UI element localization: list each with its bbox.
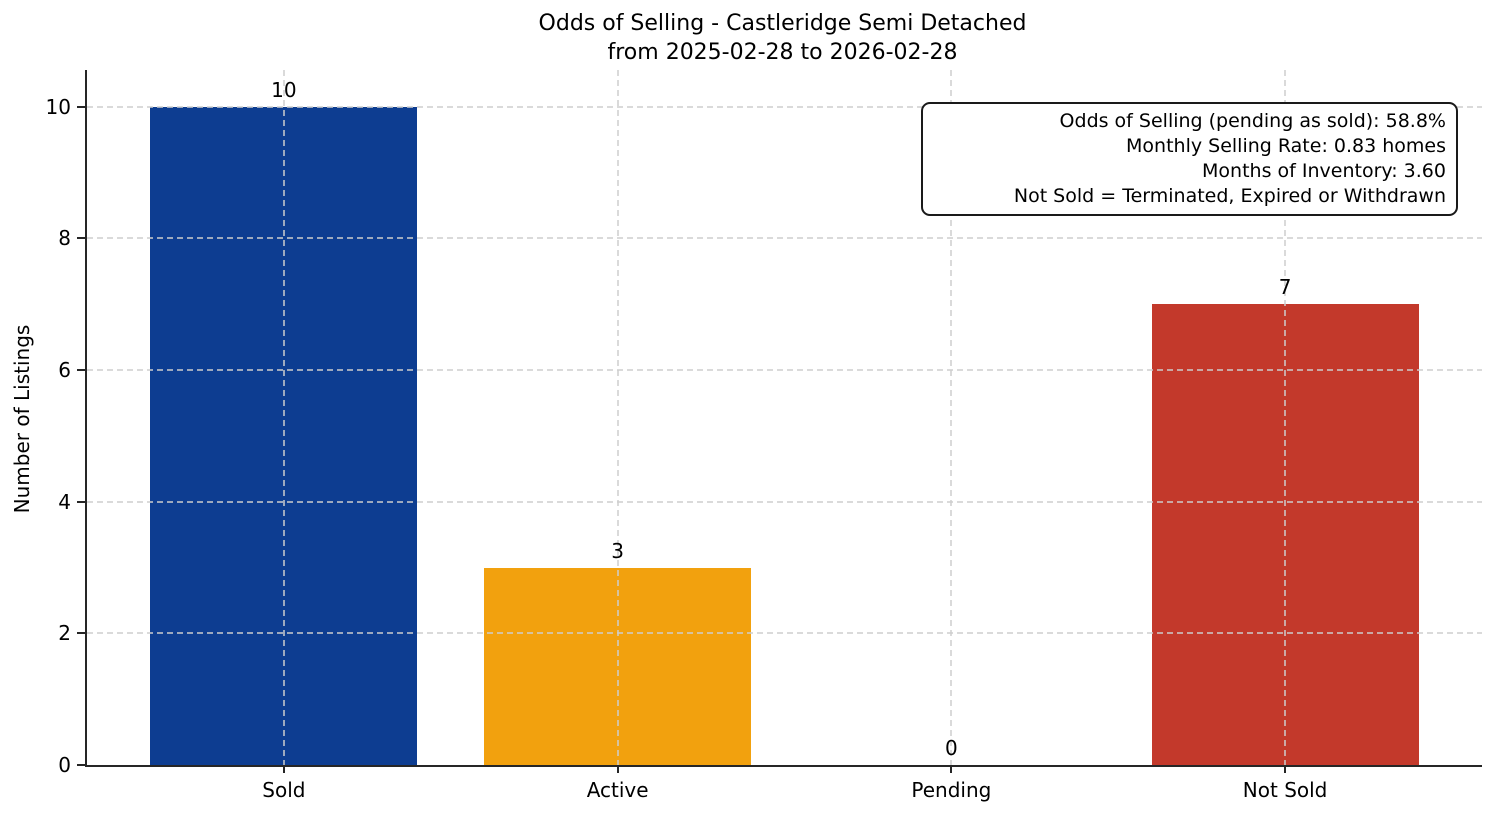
y-tick-label-6: 6 [58, 358, 71, 383]
stats-annotation-box: Odds of Selling (pending as sold): 58.8%… [921, 102, 1458, 216]
y-tick-label-2: 2 [58, 621, 71, 646]
y-tick-mark-4 [77, 500, 85, 503]
y-tick-mark-10 [77, 105, 85, 108]
annotation-monthly-selling-rate: Monthly Selling Rate: 0.83 homes [1126, 135, 1446, 157]
h-gridline-8 [87, 237, 1482, 240]
v-gridline-active [616, 70, 619, 765]
y-tick-label-8: 8 [58, 226, 71, 251]
chart-title-line-1: Odds of Selling - Castleridge Semi Detac… [538, 11, 1027, 36]
bar-value-label-not-sold: 7 [1278, 275, 1292, 300]
v-gridline-pending [950, 70, 953, 765]
annotation-not-sold-definition: Not Sold = Terminated, Expired or Withdr… [1013, 185, 1446, 207]
bar-value-label-pending: 0 [944, 736, 958, 760]
h-gridline-4 [87, 500, 1482, 503]
x-tick-label-sold: Sold [262, 778, 306, 802]
annotation-months-of-inventory: Months of Inventory: 3.60 [1202, 160, 1446, 182]
v-gridline-sold [282, 70, 285, 765]
x-tick-label-pending: Pending [911, 778, 992, 802]
x-tick-label-not-sold: Not Sold [1242, 778, 1328, 802]
y-tick-label-10: 10 [45, 94, 71, 119]
x-tick-label-active: Active [586, 778, 649, 802]
x-tick-mark-not-sold [1284, 767, 1287, 773]
plot-area: 0 2 4 6 8 10 10 Sold 3 Active 0 Pending 7 Not Sold [46, 70, 1482, 802]
h-gridline-10 [87, 105, 1482, 108]
y-axis-label: Number of Listings [10, 324, 34, 514]
y-tick-mark-0 [77, 764, 85, 766]
y-tick-mark-8 [77, 237, 85, 240]
y-tick-mark-2 [77, 632, 85, 635]
y-tick-label-4: 4 [58, 489, 71, 514]
bar-value-label-sold: 10 [271, 77, 297, 102]
h-gridline-2 [87, 632, 1482, 635]
x-tick-mark-active [616, 767, 619, 773]
y-tick-label-0: 0 [58, 753, 71, 777]
v-gridline-not-sold [1284, 70, 1287, 765]
y-tick-mark-6 [77, 369, 85, 372]
annotation-odds-of-selling: Odds of Selling (pending as sold): 58.8% [1059, 110, 1446, 132]
bar-value-label-active: 3 [611, 538, 624, 563]
h-gridline-6 [87, 369, 1482, 372]
chart-title-line-2: from 2025-02-28 to 2026-02-28 [607, 40, 958, 65]
x-tick-mark-pending [950, 767, 953, 773]
x-tick-mark-sold [282, 767, 285, 773]
